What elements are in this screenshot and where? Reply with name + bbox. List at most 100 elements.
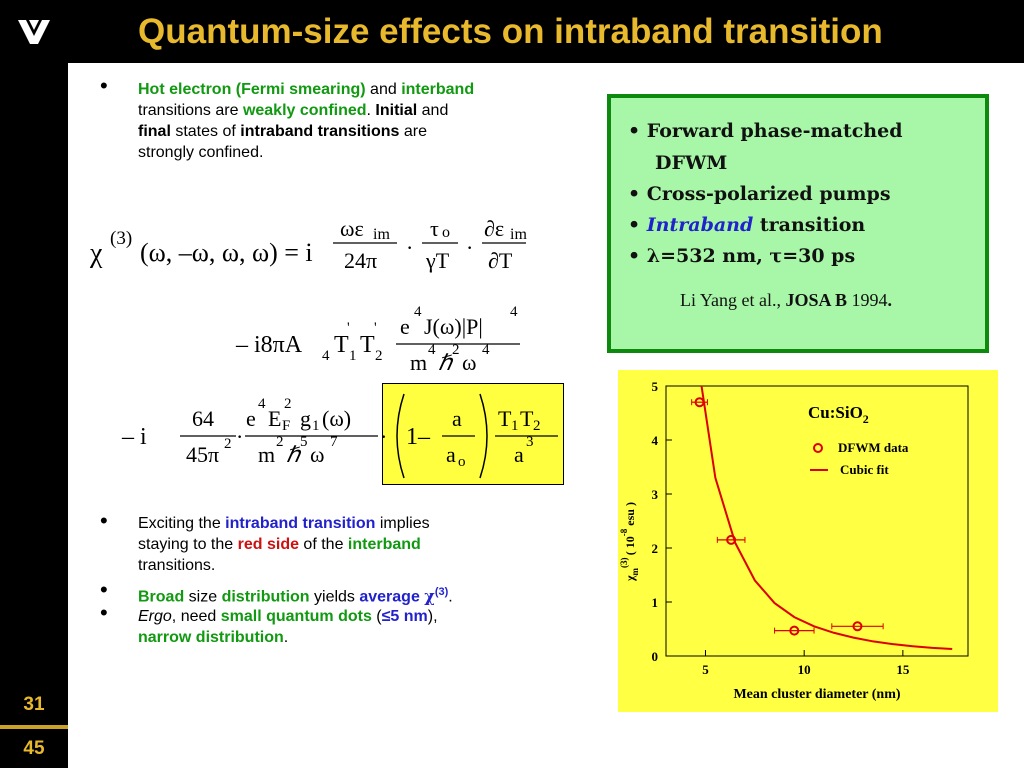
term: small quantum dots (220, 608, 372, 625)
slide-title: Quantum-size effects on intraband transi… (138, 12, 883, 51)
eq-dot: · (406, 235, 414, 260)
term: average (359, 588, 425, 606)
eq-den: γT (426, 248, 450, 273)
eq-sub: 1 (349, 348, 357, 364)
eq-chi: χ (90, 238, 103, 269)
text: Exciting the (138, 515, 226, 532)
eq-den: m (410, 350, 428, 375)
bullet-text-line: Hot electron (Fermi smearing) and interb… (138, 80, 474, 100)
term: ≤5 nm (381, 608, 428, 625)
eq-sup: 2 (276, 434, 284, 450)
slide-number: 31 (23, 694, 45, 715)
eq-hbar: ℏ (286, 442, 300, 467)
reference-citation: Li Yang et al., JOSA B 1994. (680, 290, 892, 311)
text: . (366, 102, 376, 119)
text: of the (298, 536, 348, 553)
eq-den: ω (310, 442, 325, 467)
text: , need (171, 608, 221, 625)
eq-sub: 2 (533, 418, 541, 434)
y-tick-label: 5 (652, 379, 659, 394)
eq-num: τ (430, 216, 439, 241)
box-item-intraband: • Intraband transition (628, 214, 865, 236)
y-tick-label: 4 (652, 433, 659, 448)
text: . (448, 588, 453, 606)
eq-sub: 1 (312, 418, 320, 434)
y-tick-label: 1 (652, 595, 659, 610)
x-tick-label: 10 (798, 662, 811, 677)
eq-den: a (514, 442, 524, 467)
eq-term3-lead: – i (122, 424, 147, 450)
eq-num: E (268, 406, 282, 431)
eq-sub: 2 (375, 348, 383, 364)
term: red side (237, 536, 299, 553)
eq-dot: · (236, 424, 244, 449)
chi-symbol: χ (424, 586, 435, 606)
term: intraband transition (225, 515, 376, 532)
term: intraband transitions (240, 123, 400, 140)
bullet-text-line: strongly confined. (138, 144, 264, 161)
eq-num: T (498, 406, 512, 431)
chi3-equation: χ (3) (ω, –ω, ω, ω) = i ωε im 24π · τ o … (90, 210, 600, 492)
legend-label-fit: Cubic fit (840, 462, 889, 477)
text: Ergo (138, 608, 172, 625)
eq-sup: 4 (258, 396, 266, 412)
bullet-text-line: final states of intraband transitions ar… (138, 122, 427, 142)
text: and (417, 102, 449, 119)
y-axis-label-part: ( 10 (623, 536, 637, 555)
eq-term2-lead: – i8πA (236, 332, 303, 358)
eq-num: e (246, 406, 256, 431)
eq-num: g (300, 406, 311, 431)
text: are (399, 123, 427, 140)
eq-den: 24π (344, 248, 378, 273)
text: size (184, 588, 222, 606)
bullet-marker: • (100, 508, 108, 533)
eq-sub: im (373, 226, 390, 243)
term: interband (347, 536, 421, 553)
legend-label-dfwm: DFWM data (838, 440, 909, 455)
eq-num: ∂ε (484, 216, 505, 241)
y-axis-label-part: esu ) (623, 502, 637, 529)
term: distribution (221, 588, 310, 606)
y-tick-label: 0 (652, 649, 659, 664)
text: staying to the (138, 536, 238, 553)
superscript: (3) (434, 586, 449, 598)
text: • (628, 214, 647, 236)
eq-one-minus: 1– (406, 424, 430, 450)
y-tick-label: 2 (652, 541, 659, 556)
eq-den: m (258, 442, 276, 467)
chart-title-subscript: 2 (863, 412, 869, 426)
text: ( (371, 608, 382, 625)
bullet-marker: • (100, 600, 108, 625)
experiment-summary-box (607, 94, 989, 353)
eq-den: ω (462, 350, 477, 375)
term: Broad (138, 588, 185, 606)
plot-frame (665, 385, 969, 657)
slide-total: 45 (23, 738, 45, 759)
bullet-text-line: Ergo, need small quantum dots (≤5 nm), (138, 607, 438, 627)
bullet-text-line: transitions are weakly confined. Initial… (138, 101, 448, 121)
eq-den: a (446, 442, 456, 467)
term: weakly confined (242, 102, 367, 119)
chart-title: Cu:SiO2 (808, 403, 869, 426)
cubic-fit-line (700, 385, 953, 650)
text: transition (753, 214, 866, 236)
box-item-pumps: • Cross-polarized pumps (628, 183, 891, 205)
box-item-dfwm: DFWM (655, 152, 728, 174)
term: narrow distribution (138, 629, 284, 646)
eq-num: T (520, 406, 534, 431)
eq-num: J(ω)|P| (424, 314, 483, 339)
y-axis-label-part: m (630, 567, 640, 575)
eq-den: ∂T (488, 248, 513, 273)
data-point (852, 621, 863, 632)
bullet-text-line: transitions. (138, 557, 216, 574)
term: final (138, 123, 171, 140)
eq-args: (ω, –ω, ω, ω) = i (140, 238, 313, 267)
x-axis-label: Mean cluster diameter (nm) (733, 687, 900, 702)
equation-graphics (180, 242, 558, 479)
text: Li Yang et al., (680, 290, 786, 310)
eq-sup: 4 (428, 342, 436, 358)
eq-sub: 1 (511, 418, 519, 434)
data-point (789, 625, 800, 636)
bullet-text-line: narrow distribution. (138, 628, 288, 648)
